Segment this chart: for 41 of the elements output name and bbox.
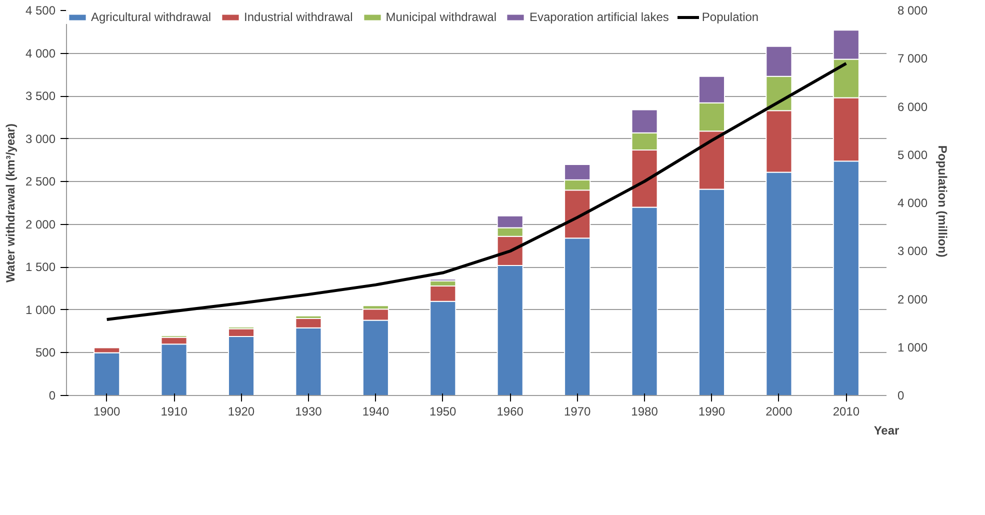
x-tick-label: 1970 [564,404,591,418]
x-tick-label: 1900 [93,404,120,418]
x-tick-label: 1940 [362,404,390,418]
legend-label: Population [702,10,759,24]
y2-axis-title: Population (million) [936,145,950,258]
y2-tick-label: 7 000 [898,52,928,66]
y2-tick-label: 5 000 [898,148,928,162]
y-tick-label: 2 500 [25,174,56,189]
x-tick-label: 1950 [430,404,457,418]
x-axis-title: Year [874,424,900,438]
x-tick-label: 1920 [228,404,255,418]
x-tick-label: 2010 [832,404,860,418]
y-axis-title: Water withdrawal (km³/year) [3,124,18,282]
y2-tick-label: 2 000 [898,292,928,306]
x-tick-label: 1980 [631,404,658,418]
y2-tick-label: 1 000 [898,340,928,354]
y-tick-label: 4 000 [25,46,56,60]
y-tick-label: 0 [48,388,56,402]
y2-tick-label: 3 000 [898,244,928,258]
y2-tick-label: 0 [898,388,904,402]
legend-label: Municipal withdrawal [386,10,496,24]
y-tick-label: 4 500 [25,4,56,18]
y2-tick-label: 8 000 [898,4,928,18]
x-tick-label: 1990 [698,404,726,418]
y2-tick-label: 6 000 [898,100,928,114]
bar [94,352,120,396]
legend-label: Evaporation artificial lakes [529,10,669,24]
x-tick-label: 1930 [295,404,322,418]
y-tick-label: 3 000 [25,132,56,146]
y-tick-label: 1 000 [25,302,56,317]
y-tick-label: 2 000 [25,217,56,232]
line-series [105,62,848,321]
y-tick-label: 1 500 [25,260,56,274]
legend-label: Agricultural withdrawal [91,10,212,24]
y-tick-label: 3 500 [25,89,56,104]
legend-label: Industrial withdrawal [244,10,353,24]
y2-tick-label: 4 000 [898,196,928,210]
x-tick-label: 1960 [496,404,524,418]
x-tick-label: 1910 [160,404,188,418]
x-tick-label: 2000 [766,404,793,418]
y-tick-label: 500 [35,346,56,360]
